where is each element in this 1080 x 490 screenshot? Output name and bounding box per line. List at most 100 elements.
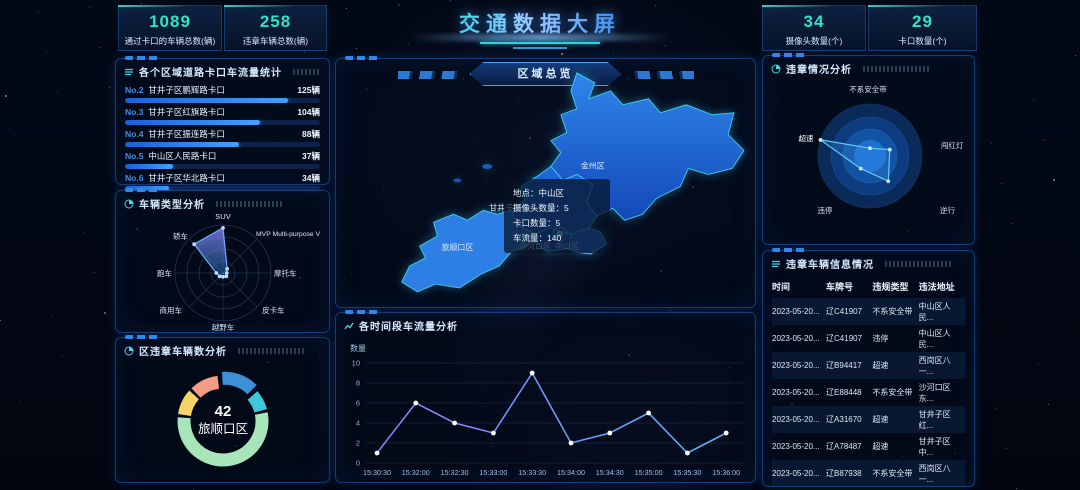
- subtitle-decor: [216, 200, 282, 207]
- bar-fill: [125, 142, 240, 147]
- stat-label: 违章车辆总数(辆): [242, 36, 309, 46]
- table-cell: 辽A31670: [826, 415, 862, 424]
- data-point[interactable]: [529, 370, 535, 376]
- violation-table[interactable]: 时间 车牌号 违规类型 违法地址 2023-05-20... 辽C41907 不系安…: [763, 273, 974, 487]
- panel-checkpoint-flow: 各个区域道路卡口车流量统计 No.2 甘井子区鹏辉路卡口 125辆 No.3 甘井子区红…: [115, 56, 330, 191]
- table-header-cell: 违法地址: [918, 282, 955, 292]
- data-point[interactable]: [491, 430, 496, 436]
- stat-value: 29: [912, 12, 933, 31]
- data-point[interactable]: [607, 430, 613, 436]
- table-row: 2023-05-20... 辽C41907 不系安全带 中山区人民...: [772, 298, 965, 325]
- radar-axis-label: 不系安全带: [849, 84, 887, 94]
- subtitle-decor: [863, 65, 929, 72]
- radar-axis-label: 逆行: [940, 205, 955, 215]
- checkpoint-row: No.4 甘井子区振连路卡口 88辆: [125, 128, 320, 147]
- table-cell: 2023-05-20...: [772, 442, 820, 451]
- donut-segment[interactable]: [177, 375, 269, 467]
- checkpoint-name: 甘井子区华北路卡口: [148, 173, 225, 183]
- table-cell: 违停: [872, 334, 889, 343]
- donut-segment[interactable]: [177, 375, 269, 467]
- donut-center-label: 旅顺口区: [198, 422, 248, 436]
- header-streak-decor: [410, 34, 670, 41]
- table-cell: 中山区人民...: [918, 301, 951, 322]
- map-label-jinzhou: 金州区: [581, 160, 605, 170]
- header-line-decor: [513, 47, 567, 49]
- data-point[interactable]: [646, 410, 651, 416]
- checkpoint-name: 甘井子区红旗路卡口: [148, 107, 225, 117]
- checkpoint-row: No.2 甘井子区鹏辉路卡口 125辆: [125, 84, 320, 103]
- panel-time-flow: 各时间段车流量分析 数量 0 2 4 6 8 10 15:30:30 15:32:00 15:32…: [335, 310, 757, 484]
- radar-axis-label: 闯红灯: [941, 140, 964, 150]
- panel-title: 区违章车辆数分析: [139, 347, 227, 358]
- table-cell: 西岗区八一...: [918, 355, 951, 376]
- table-cell: 不系安全带: [872, 388, 913, 397]
- table-row: 2023-05-20... 辽C41907 违停 中山区人民...: [772, 325, 965, 352]
- rank-badge: No.5: [125, 151, 144, 161]
- panel-district-violation: 区违章车辆数分析 42 旅顺口区: [115, 335, 331, 484]
- x-tick-label: 15:35:00: [635, 468, 663, 477]
- radar-axis-label: 超速: [799, 134, 814, 143]
- table-row: 2023-05-20... 辽A31670 超速 甘井子区红...: [772, 406, 965, 433]
- donut-segment[interactable]: [168, 366, 278, 476]
- table-cell: 超速: [872, 442, 889, 451]
- panel-vehicle-type: 车辆类型分析 SUV MVP Multi-purpose V 摩托车 皮卡车 越野车 商用…: [115, 188, 331, 333]
- table-row: 2023-05-20... 辽B94417 超速 西岗区八一...: [772, 352, 965, 379]
- panel-title: 违章车辆信息情况: [786, 260, 874, 271]
- bar-track: [125, 142, 320, 147]
- map-label-lvshunkou: 旅顺口区: [441, 242, 473, 252]
- table-cell: 2023-05-20...: [772, 388, 820, 397]
- data-point[interactable]: [685, 450, 690, 456]
- header-line-decor: [480, 42, 600, 44]
- data-point[interactable]: [413, 400, 419, 406]
- table-cell: 辽C41907: [826, 334, 863, 343]
- small-island: [482, 163, 493, 169]
- panel-violation-table: 违章车辆信息情况 时间 车牌号 违规类型 违法地址 2023-05-20... 辽…: [762, 248, 975, 487]
- y-tick-label: 0: [356, 459, 360, 468]
- map-title-wing-decor: [397, 71, 464, 79]
- radar-axis-label: SUV: [215, 212, 230, 221]
- data-point[interactable]: [568, 440, 574, 446]
- table-cell: 超速: [872, 361, 889, 370]
- district-violation-donut-chart[interactable]: 42 旅顺口区: [116, 338, 331, 484]
- radar-axis-label: 皮卡车: [262, 305, 285, 315]
- table-cell: 辽B87938: [826, 469, 862, 478]
- rank-badge: No.6: [125, 173, 144, 183]
- bar-fill: [125, 120, 261, 125]
- panel-title: 各时间段车流量分析: [359, 322, 458, 333]
- checkpoint-value: 34辆: [302, 173, 320, 183]
- x-tick-label: 15:34:30: [596, 468, 624, 477]
- line-chart-icon: [344, 322, 354, 329]
- table-header-row: 时间 车牌号 违规类型 违法地址: [772, 275, 965, 298]
- checkpoint-name: 甘井子区鹏辉路卡口: [148, 85, 225, 95]
- donut-center-value: 42: [215, 403, 232, 420]
- donut-segment[interactable]: [168, 366, 278, 476]
- pie-icon: [124, 346, 134, 355]
- y-tick-label: 4: [356, 419, 360, 428]
- table-cell: 中山区人民...: [918, 328, 951, 349]
- panel-violation-radar: 违章情况分析 不系安全带 闯红灯 逆行 违停 超速: [762, 53, 976, 246]
- data-point[interactable]: [374, 450, 380, 456]
- table-cell: 辽C41907: [826, 307, 863, 316]
- y-tick-label: 8: [356, 379, 360, 388]
- table-cell: 辽E88448: [826, 388, 862, 397]
- time-flow-line-chart[interactable]: 数量 0 2 4 6 8 10 15:30:30 15:32:00 15:32:30 15:33:0…: [336, 313, 757, 484]
- pie-icon: [771, 64, 781, 73]
- y-tick-label: 6: [356, 399, 360, 408]
- table-cell: 辽A78487: [826, 442, 862, 451]
- rank-badge: No.2: [125, 85, 144, 95]
- checkpoint-value: 125辆: [297, 85, 320, 95]
- x-tick-label: 15:32:30: [441, 468, 469, 477]
- checkpoint-value: 37辆: [302, 151, 320, 161]
- pie-icon: [124, 199, 134, 208]
- radar-axis-label: MVP Multi-purpose V: [256, 231, 321, 238]
- radar-axis-label: 跑车: [157, 268, 172, 278]
- list-icon: [772, 260, 780, 267]
- stat-label: 通过卡口的车辆总数(辆): [124, 36, 216, 46]
- checkpoint-name: 中山区人民路卡口: [148, 151, 217, 161]
- data-point[interactable]: [723, 430, 729, 436]
- table-header-cell: 时间: [772, 282, 791, 292]
- checkpoint-bar-list[interactable]: No.2 甘井子区鹏辉路卡口 125辆 No.3 甘井子区红旗路卡口 104辆 No.4 甘井…: [116, 81, 329, 191]
- data-point[interactable]: [452, 420, 457, 426]
